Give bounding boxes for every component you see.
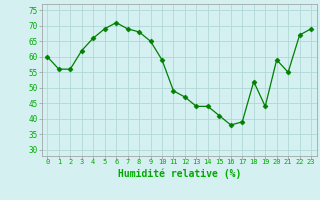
X-axis label: Humidité relative (%): Humidité relative (%) xyxy=(117,168,241,179)
